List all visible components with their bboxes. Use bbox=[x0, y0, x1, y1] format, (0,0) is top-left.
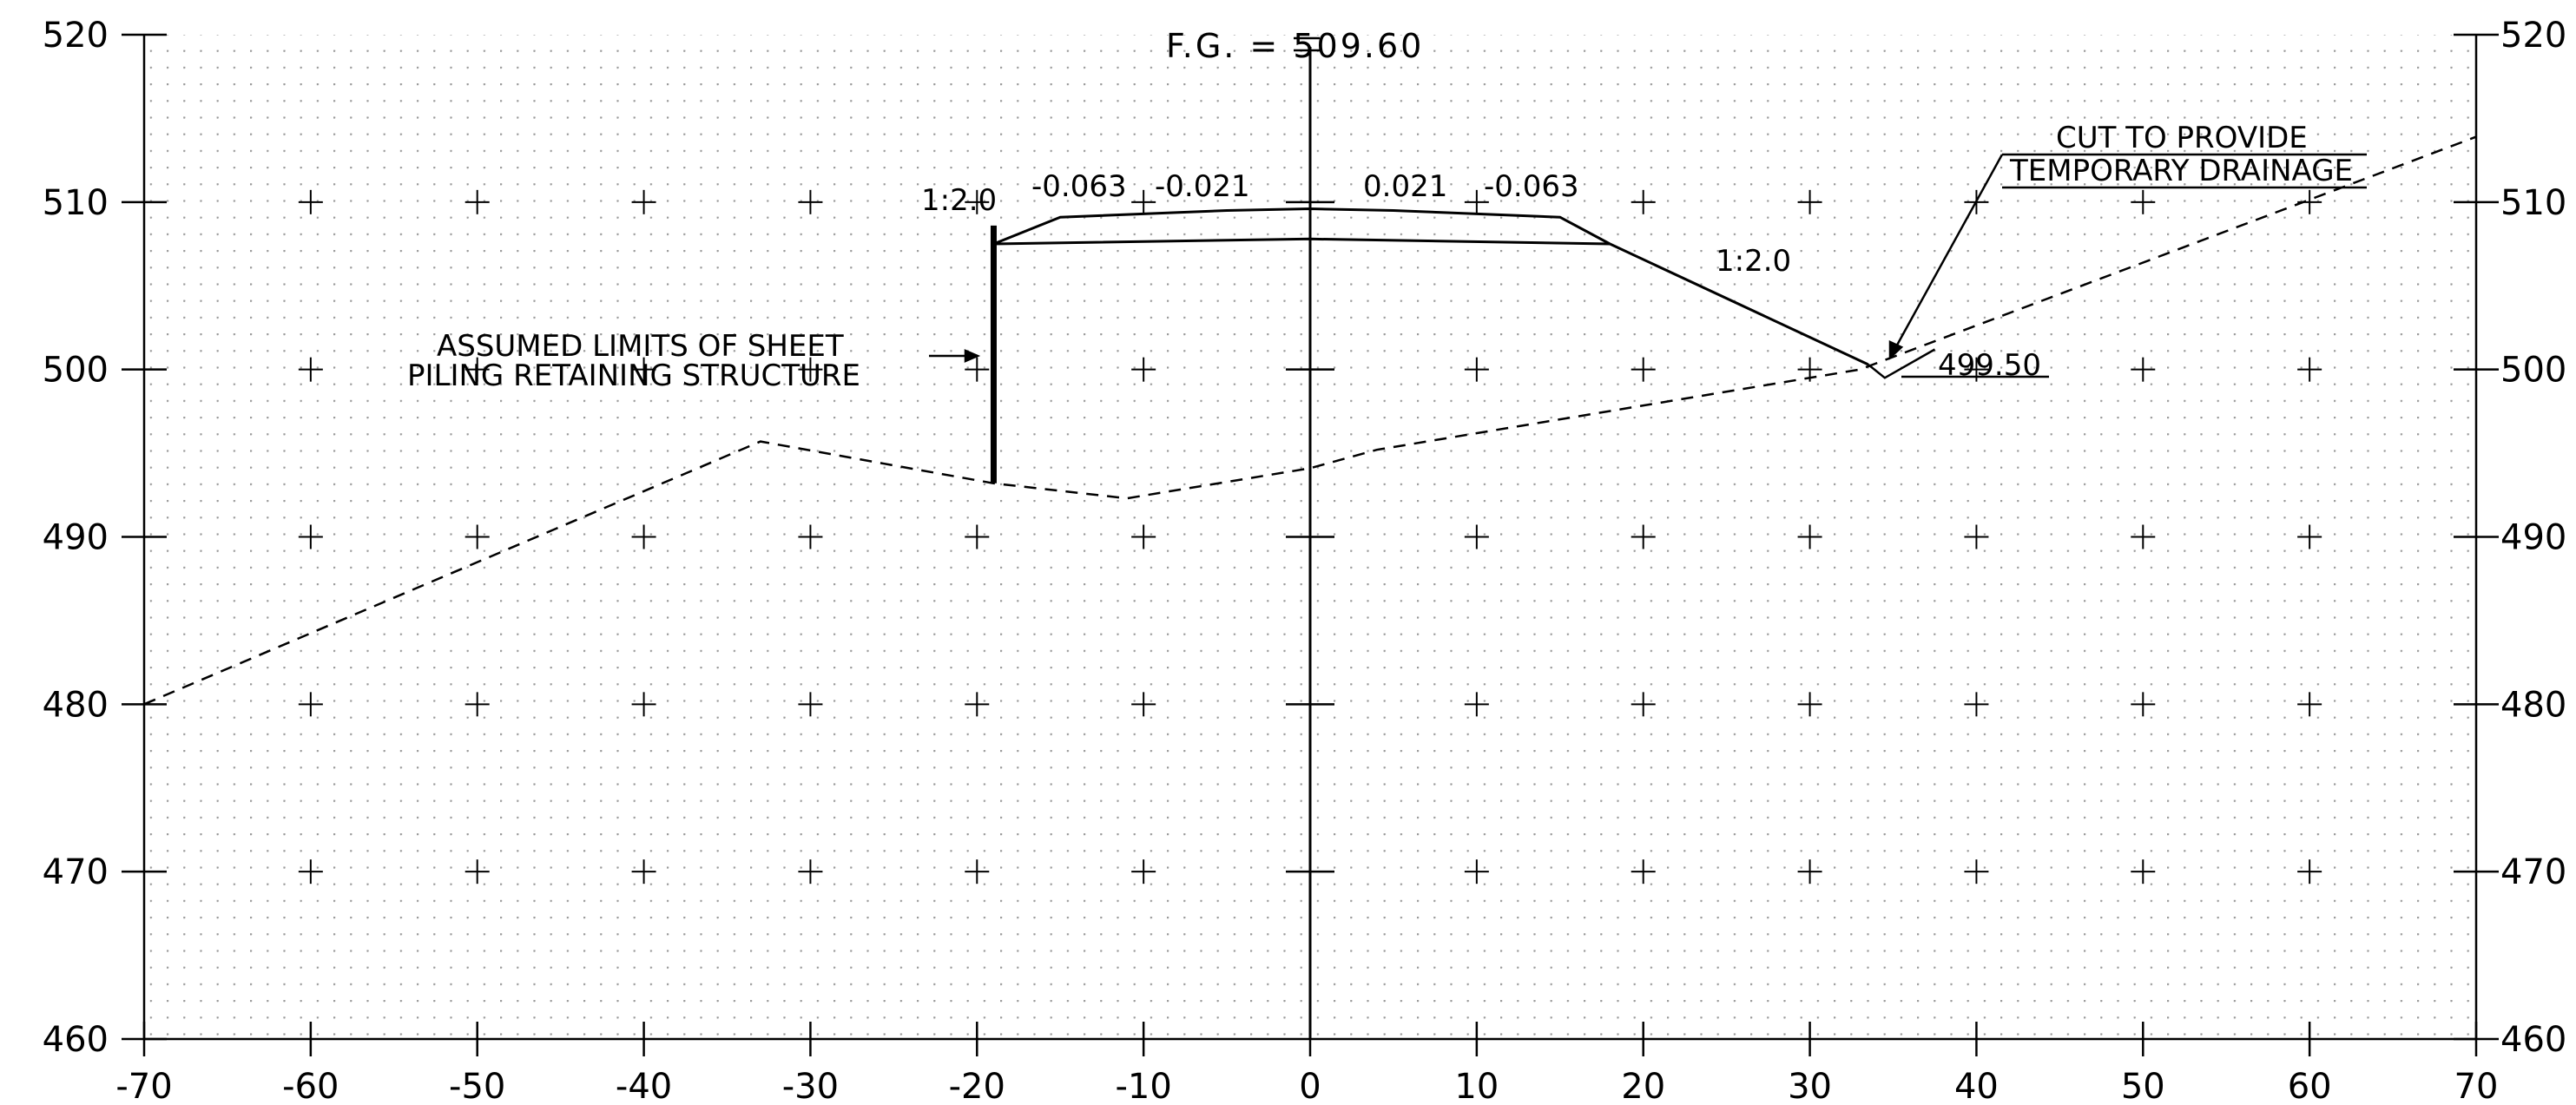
ditch-line bbox=[1867, 348, 1936, 379]
x-tick-label: 40 bbox=[1954, 1067, 1999, 1105]
x-tick-label: -10 bbox=[1115, 1067, 1171, 1105]
x-tick-label: -30 bbox=[782, 1067, 839, 1105]
x-tick-label: 20 bbox=[1621, 1067, 1665, 1105]
y-tick-label-right: 490 bbox=[2500, 518, 2566, 558]
slope-label-right: 1:2.0 bbox=[1716, 244, 1791, 279]
y-tick-label-left: 460 bbox=[43, 1020, 109, 1060]
drainage-label-line2: TEMPORARY DRAINAGE bbox=[2009, 154, 2353, 188]
x-tick-label: 70 bbox=[2454, 1067, 2499, 1105]
x-tick-label: 0 bbox=[1299, 1067, 1321, 1105]
x-tick-label: -20 bbox=[949, 1067, 1005, 1105]
y-tick-label-right: 460 bbox=[2500, 1020, 2566, 1060]
cross-slope-1: -0.063 bbox=[1031, 169, 1127, 204]
cross-slope-2: -0.021 bbox=[1155, 169, 1250, 204]
cross-slope-4: -0.063 bbox=[1484, 169, 1579, 204]
y-tick-label-left: 510 bbox=[43, 183, 109, 223]
y-tick-label-right: 500 bbox=[2500, 351, 2566, 391]
y-tick-label-right: 520 bbox=[2500, 16, 2566, 56]
x-tick-label: 60 bbox=[2288, 1067, 2332, 1105]
fill-slope-line bbox=[1609, 242, 1869, 366]
y-tick-label-left: 480 bbox=[43, 685, 109, 725]
grid-crosses bbox=[298, 189, 2322, 885]
cross-slope-3: 0.021 bbox=[1363, 169, 1447, 204]
sheet-pile-label-line1: ASSUMED LIMITS OF SHEET bbox=[437, 329, 844, 364]
x-tick-label: 10 bbox=[1454, 1067, 1499, 1105]
sheet-pile-label-line2: PILING RETAINING STRUCTURE bbox=[407, 358, 860, 393]
y-tick-label-right: 480 bbox=[2500, 685, 2566, 725]
y-tick-label-left: 520 bbox=[43, 16, 109, 56]
existing-ground-line bbox=[143, 135, 2477, 706]
drainage-label-line1: CUT TO PROVIDE bbox=[2056, 121, 2308, 155]
y-tick-label-right: 510 bbox=[2500, 183, 2566, 223]
finished-grade-line bbox=[992, 207, 1611, 246]
y-tick-label-left: 470 bbox=[43, 852, 109, 892]
x-tick-label: -40 bbox=[616, 1067, 672, 1105]
x-tick-label: -70 bbox=[115, 1067, 172, 1105]
sheet-pile-arrow bbox=[964, 349, 981, 363]
slope-label-left: 1:2.0 bbox=[921, 183, 997, 218]
y-tick-label-right: 470 bbox=[2500, 852, 2566, 892]
annotation-leaders bbox=[929, 36, 2367, 378]
axis-ticks bbox=[122, 33, 2499, 1056]
subgrade-line bbox=[993, 237, 1611, 246]
x-tick-label: -60 bbox=[282, 1067, 339, 1105]
section-lines bbox=[143, 47, 2477, 1039]
x-tick-label: 50 bbox=[2121, 1067, 2165, 1105]
fg-label: F.G. = 509.60 bbox=[1166, 27, 1424, 65]
drainage-arrow bbox=[1888, 340, 1904, 360]
y-tick-label-left: 500 bbox=[43, 351, 109, 391]
x-tick-label: -50 bbox=[449, 1067, 505, 1105]
y-tick-label-left: 490 bbox=[43, 518, 109, 558]
x-tick-label: 30 bbox=[1788, 1067, 1832, 1105]
drainage-leader bbox=[1888, 154, 2004, 358]
